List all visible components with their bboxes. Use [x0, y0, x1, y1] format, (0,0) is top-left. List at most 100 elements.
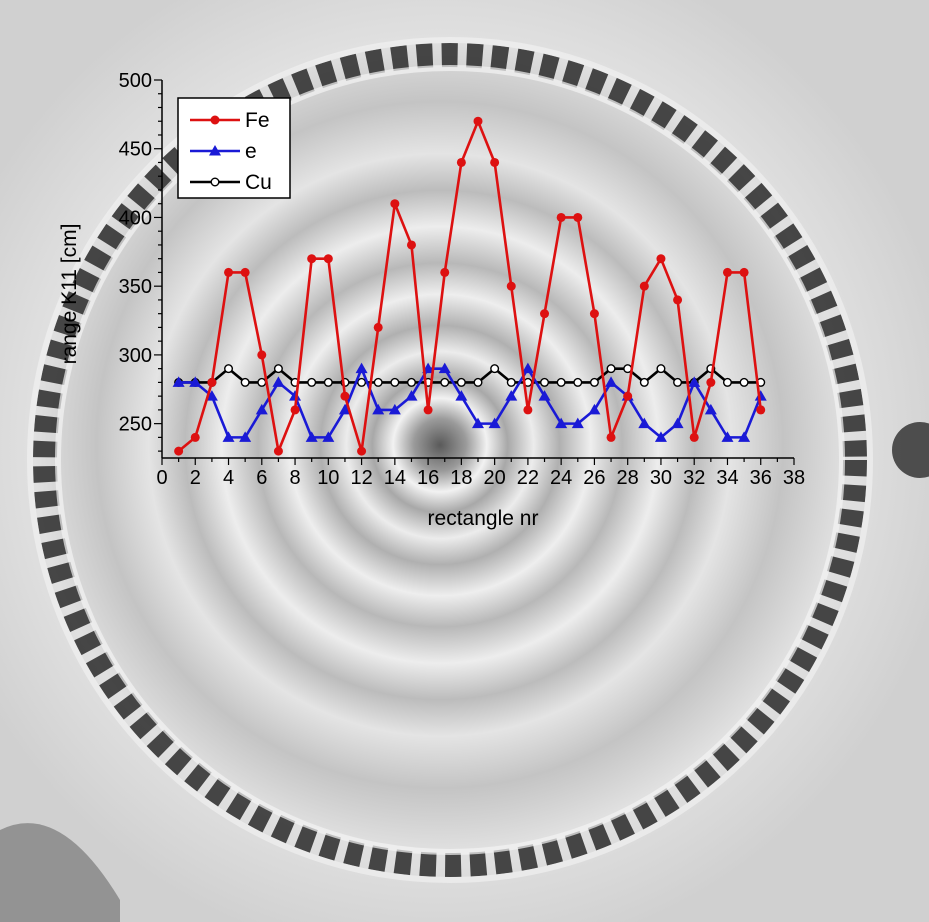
data-point-e — [588, 403, 601, 415]
data-point-Fe — [340, 391, 350, 401]
legend-label-Fe: Fe — [245, 109, 270, 132]
data-point-Fe — [323, 254, 333, 264]
x-tick-label: 36 — [750, 467, 772, 489]
data-point-Fe — [540, 309, 550, 319]
data-point-e — [388, 403, 401, 415]
y-axis-label: range K11 [cm] — [58, 224, 81, 365]
data-point-e — [638, 417, 651, 429]
data-point-e — [688, 376, 701, 387]
y-tick-label: 350 — [119, 276, 152, 298]
data-point-Fe — [639, 281, 649, 291]
data-point-e — [555, 417, 568, 429]
data-point-Cu — [406, 377, 416, 387]
data-point-e — [205, 390, 218, 401]
data-point-e — [654, 431, 667, 442]
series-Fe — [174, 116, 766, 456]
series-e — [172, 362, 767, 442]
y-tick-label: 250 — [119, 414, 152, 436]
data-point-Cu — [473, 377, 483, 387]
x-tick-label: 14 — [384, 467, 406, 489]
data-point-Fe — [174, 446, 184, 456]
data-point-Cu — [273, 364, 283, 374]
data-point-Fe — [589, 309, 599, 319]
x-tick-label: 38 — [783, 467, 805, 489]
x-axis-label: rectangle nr — [428, 507, 539, 530]
data-point-Cu — [390, 377, 400, 387]
x-tick-label: 22 — [517, 467, 539, 489]
data-point-Fe — [739, 267, 749, 277]
data-point-e — [738, 431, 751, 442]
x-tick-label: 12 — [350, 467, 372, 489]
data-point-Fe — [606, 432, 616, 442]
x-tick-label: 4 — [223, 467, 234, 489]
data-point-Cu — [323, 377, 333, 387]
data-point-Cu — [357, 377, 367, 387]
data-point-e — [255, 403, 268, 415]
data-point-e — [538, 390, 551, 401]
data-point-Cu — [307, 377, 317, 387]
data-point-e — [372, 403, 385, 415]
data-point-Fe — [456, 157, 466, 167]
y-tick-label: 300 — [119, 345, 152, 367]
data-point-e — [455, 390, 468, 401]
data-point-Cu — [373, 377, 383, 387]
data-point-Fe — [623, 391, 633, 401]
data-point-Fe — [573, 212, 583, 222]
series-line-e — [178, 367, 762, 439]
data-point-Fe — [207, 377, 217, 387]
data-point-e — [305, 431, 318, 442]
data-point-Cu — [656, 364, 666, 374]
data-point-e — [405, 390, 418, 401]
data-point-Fe — [357, 446, 367, 456]
data-point-e — [222, 431, 235, 442]
data-point-e — [322, 431, 335, 442]
legend-label-Cu: Cu — [245, 171, 272, 194]
series-layer — [172, 116, 767, 456]
data-point-Fe — [224, 267, 234, 277]
data-point-Cu — [224, 364, 234, 374]
data-point-e — [754, 390, 767, 401]
series-line-Fe — [177, 119, 763, 453]
data-point-Cu — [257, 377, 267, 387]
data-point-e — [605, 376, 618, 387]
data-point-Cu — [739, 377, 749, 387]
data-point-Cu — [722, 377, 732, 387]
x-tick-label: 16 — [417, 467, 439, 489]
x-tick-label: 30 — [650, 467, 672, 489]
data-point-e — [289, 390, 302, 401]
data-point-e — [239, 431, 252, 442]
legend: Fe e Cu — [177, 97, 291, 199]
data-point-Cu — [639, 377, 649, 387]
data-point-Fe — [556, 212, 566, 222]
data-point-Fe — [290, 405, 300, 415]
x-tick-label: 10 — [317, 467, 339, 489]
data-point-Fe — [706, 377, 716, 387]
data-point-Fe — [307, 254, 317, 264]
x-tick-label: 24 — [550, 467, 572, 489]
data-point-Fe — [390, 199, 400, 209]
x-tick-label: 34 — [716, 467, 738, 489]
data-point-Fe — [689, 432, 699, 442]
legend-label-e: e — [245, 140, 257, 163]
data-point-e — [355, 362, 368, 374]
data-point-e — [671, 417, 684, 429]
y-tick-label: 500 — [119, 70, 152, 92]
x-tick-label: 20 — [484, 467, 506, 489]
data-point-Cu — [506, 377, 516, 387]
x-tick-label: 28 — [617, 467, 639, 489]
legend-marker-Cu — [210, 177, 220, 187]
data-point-Fe — [190, 432, 200, 442]
legend-marker-Fe — [210, 115, 220, 125]
data-point-Fe — [523, 405, 533, 415]
y-tick-label: 450 — [119, 139, 152, 161]
data-point-Fe — [490, 157, 500, 167]
x-tick-label: 32 — [683, 467, 705, 489]
x-tick-label: 26 — [583, 467, 605, 489]
data-point-e — [189, 376, 202, 387]
data-point-e — [272, 376, 285, 387]
data-point-Fe — [473, 116, 483, 126]
data-point-e — [505, 390, 518, 401]
data-point-Cu — [573, 377, 583, 387]
